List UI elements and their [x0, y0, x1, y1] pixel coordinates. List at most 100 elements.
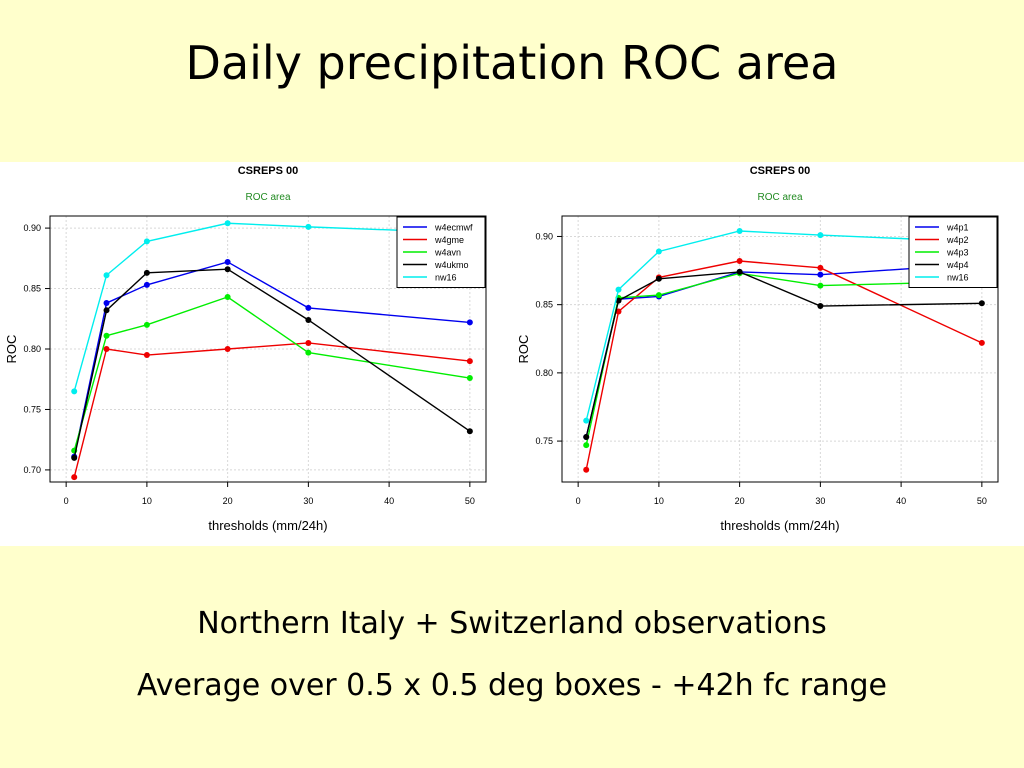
data-point: [224, 220, 231, 227]
chart-title: CSREPS 00: [750, 165, 811, 177]
series-line: [73, 268, 471, 458]
data-point: [71, 454, 78, 461]
data-point: [103, 346, 110, 352]
data-point: [103, 307, 110, 314]
data-point: [103, 300, 110, 307]
data-point: [583, 466, 590, 473]
y-tick-label: 0.75: [23, 404, 41, 414]
data-point: [466, 358, 473, 365]
series-line: [73, 261, 470, 457]
footer-line-region: Northern Italy + Switzerland observation…: [197, 606, 827, 641]
data-point: [615, 308, 622, 315]
data-point: [305, 349, 312, 356]
data-point: [143, 269, 150, 276]
series-line: [73, 296, 470, 451]
x-tick-label: 50: [465, 496, 475, 506]
legend-label: w4p1: [946, 223, 969, 233]
legend-label: w4p2: [946, 235, 969, 245]
legend-label: w4p3: [946, 248, 969, 258]
data-point: [71, 474, 78, 481]
legend-label: w4gme: [434, 235, 464, 245]
legend-label: w4ukmo: [434, 260, 469, 270]
data-point: [305, 223, 312, 230]
legend-label: nw16: [435, 273, 457, 283]
series-line: [585, 272, 982, 446]
data-point: [305, 316, 312, 323]
data-point: [224, 346, 231, 352]
data-point: [143, 352, 150, 359]
chart-panel: CSREPS 00 ROC area 0 10 20 30 40 50 0.70 0.75 0.80…: [0, 162, 1024, 546]
data-point: [817, 264, 824, 271]
data-point: [817, 303, 824, 310]
data-point: [655, 292, 662, 299]
data-point: [655, 275, 662, 282]
x-tick-label: 0: [576, 496, 581, 506]
data-point: [224, 294, 231, 301]
x-axis-label: thresholds (mm/24h): [720, 518, 839, 533]
y-tick-label: 0.70: [23, 465, 41, 475]
x-tick-label: 20: [735, 496, 745, 506]
data-point: [583, 433, 590, 440]
footer-line-averaging: Average over 0.5 x 0.5 deg boxes - +42h …: [137, 668, 887, 703]
y-axis-label: ROC: [516, 335, 531, 364]
data-point: [736, 268, 743, 275]
data-point: [655, 248, 662, 255]
roc-chart-right: CSREPS 00 ROC area 0 10 20 30 40 50 0.75 0.80 0.85…: [516, 165, 999, 533]
data-point: [466, 319, 473, 326]
x-tick-label: 40: [384, 496, 394, 506]
x-tick-label: 30: [303, 496, 313, 506]
data-point: [817, 271, 824, 278]
data-point: [583, 442, 590, 449]
x-tick-label: 40: [896, 496, 906, 506]
chart-subtitle: ROC area: [245, 192, 290, 203]
y-axis-label: ROC: [4, 335, 19, 364]
x-tick-label: 50: [977, 496, 987, 506]
series-line: [585, 271, 982, 438]
data-point: [817, 282, 824, 289]
series-line: [73, 342, 470, 478]
data-point: [224, 258, 231, 265]
x-tick-label: 30: [815, 496, 825, 506]
data-point: [143, 321, 150, 328]
series-line: [585, 230, 982, 421]
data-point: [978, 300, 985, 307]
data-point: [71, 388, 78, 395]
slide-title: Daily precipitation ROC area: [185, 36, 839, 90]
legend-label: w4ecmwf: [434, 223, 473, 233]
x-axis-label: thresholds (mm/24h): [208, 518, 327, 533]
chart-title: CSREPS 00: [238, 165, 299, 177]
data-point: [817, 232, 824, 239]
roc-chart-left: CSREPS 00 ROC area 0 10 20 30 40 50 0.70 0.75 0.80…: [4, 165, 487, 533]
plot-frame: [561, 215, 999, 483]
legend-label: nw16: [947, 273, 969, 283]
data-point: [103, 272, 110, 279]
data-point: [978, 339, 985, 346]
legend-label: w4p4: [946, 260, 969, 270]
x-tick-label: 20: [223, 496, 233, 506]
y-tick-label: 0.85: [23, 284, 41, 294]
data-point: [583, 417, 590, 424]
data-point: [736, 228, 743, 235]
data-point: [305, 304, 312, 311]
series-line: [585, 263, 982, 438]
y-tick-label: 0.80: [535, 368, 553, 378]
y-tick-label: 0.75: [535, 436, 553, 446]
series-line: [585, 260, 983, 470]
y-tick-label: 0.85: [535, 300, 553, 310]
data-point: [466, 428, 473, 435]
y-tick-label: 0.90: [23, 223, 41, 233]
data-point: [103, 332, 110, 339]
data-point: [615, 297, 622, 304]
x-tick-label: 10: [142, 496, 152, 506]
chart-subtitle: ROC area: [757, 192, 802, 203]
data-point: [615, 286, 622, 293]
x-tick-label: 0: [64, 496, 69, 506]
data-point: [466, 375, 473, 382]
series-line: [73, 222, 470, 392]
x-tick-label: 10: [654, 496, 664, 506]
data-point: [143, 238, 150, 245]
y-tick-label: 0.80: [23, 344, 41, 354]
legend-label: w4avn: [434, 248, 461, 258]
y-tick-label: 0.90: [535, 231, 553, 241]
data-point: [305, 339, 312, 346]
